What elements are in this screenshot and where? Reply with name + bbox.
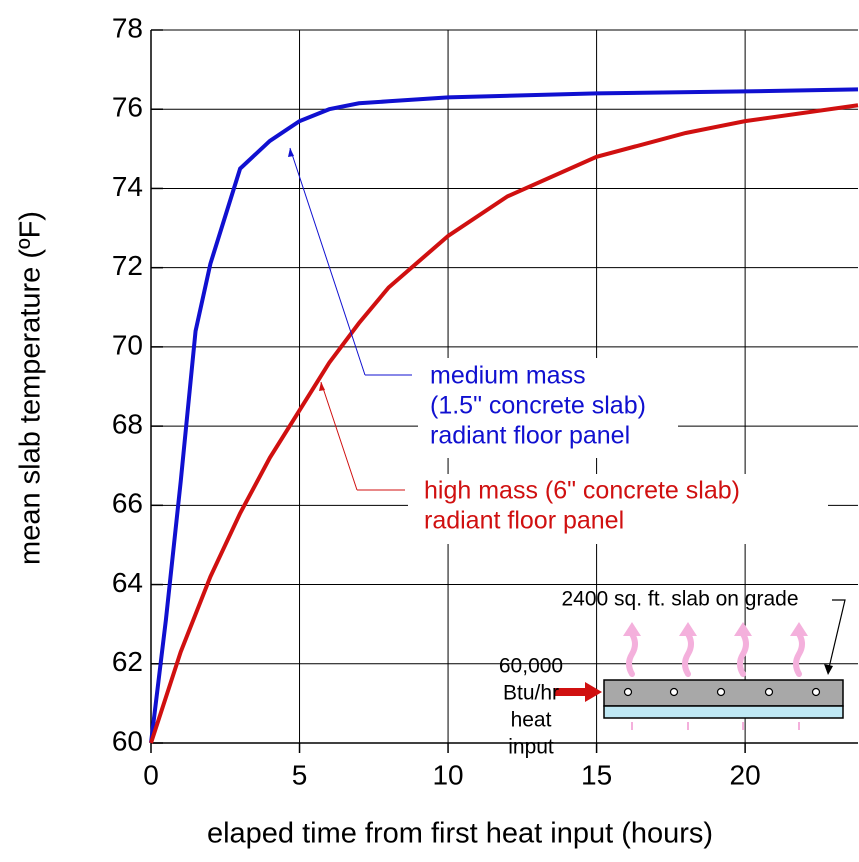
annotation-text: (1.5" concrete slab) xyxy=(430,392,646,420)
y-axis-label: mean slab temperature (ºF) xyxy=(15,211,47,565)
y-tick-label: 66 xyxy=(112,488,143,519)
inset-title: 2400 sq. ft. slab on grade xyxy=(562,588,799,611)
annotation-arrowhead xyxy=(288,148,294,157)
inset-input-label: input xyxy=(508,736,554,759)
inset-diagram xyxy=(555,599,846,730)
x-tick-label: 15 xyxy=(581,759,612,790)
y-tick-label: 74 xyxy=(112,171,143,202)
y-tick-label: 78 xyxy=(112,12,143,43)
annotation-text: medium mass xyxy=(430,362,586,390)
inset-input-label: heat xyxy=(511,709,552,732)
y-tick-label: 64 xyxy=(112,567,143,598)
x-axis-label: elaped time from first heat input (hours… xyxy=(207,818,713,850)
annotation-bg xyxy=(418,358,678,458)
x-tick-label: 5 xyxy=(292,759,308,790)
plot-area: 60 62 64 66 68 70 72 74 76 78 0 5 10 15 20 xyxy=(112,12,859,790)
y-tick-label: 68 xyxy=(112,409,143,440)
y-tick-label: 60 xyxy=(112,725,143,756)
annotation-arrowhead xyxy=(319,382,325,391)
y-tick-label: 72 xyxy=(112,250,143,281)
y-tick-label: 76 xyxy=(112,92,143,123)
inset-input-label: 60,000 xyxy=(499,655,563,678)
y-tick-label: 62 xyxy=(112,646,143,677)
series-line xyxy=(149,103,859,744)
annotation-leader xyxy=(320,381,405,491)
series-line xyxy=(149,87,859,744)
annotation-bg xyxy=(408,474,828,544)
annotation-leader xyxy=(289,147,412,376)
y-tick-label: 70 xyxy=(112,329,143,360)
x-tick-label: 0 xyxy=(143,759,159,790)
x-tick-label: 10 xyxy=(432,759,463,790)
x-tick-label: 20 xyxy=(730,759,761,790)
annotation-text: radiant floor panel xyxy=(430,422,630,450)
annotation-text: radiant floor panel xyxy=(424,507,624,535)
annotation-text: high mass (6" concrete slab) xyxy=(424,477,740,505)
inset-input-label: Btu/hr xyxy=(503,682,559,705)
